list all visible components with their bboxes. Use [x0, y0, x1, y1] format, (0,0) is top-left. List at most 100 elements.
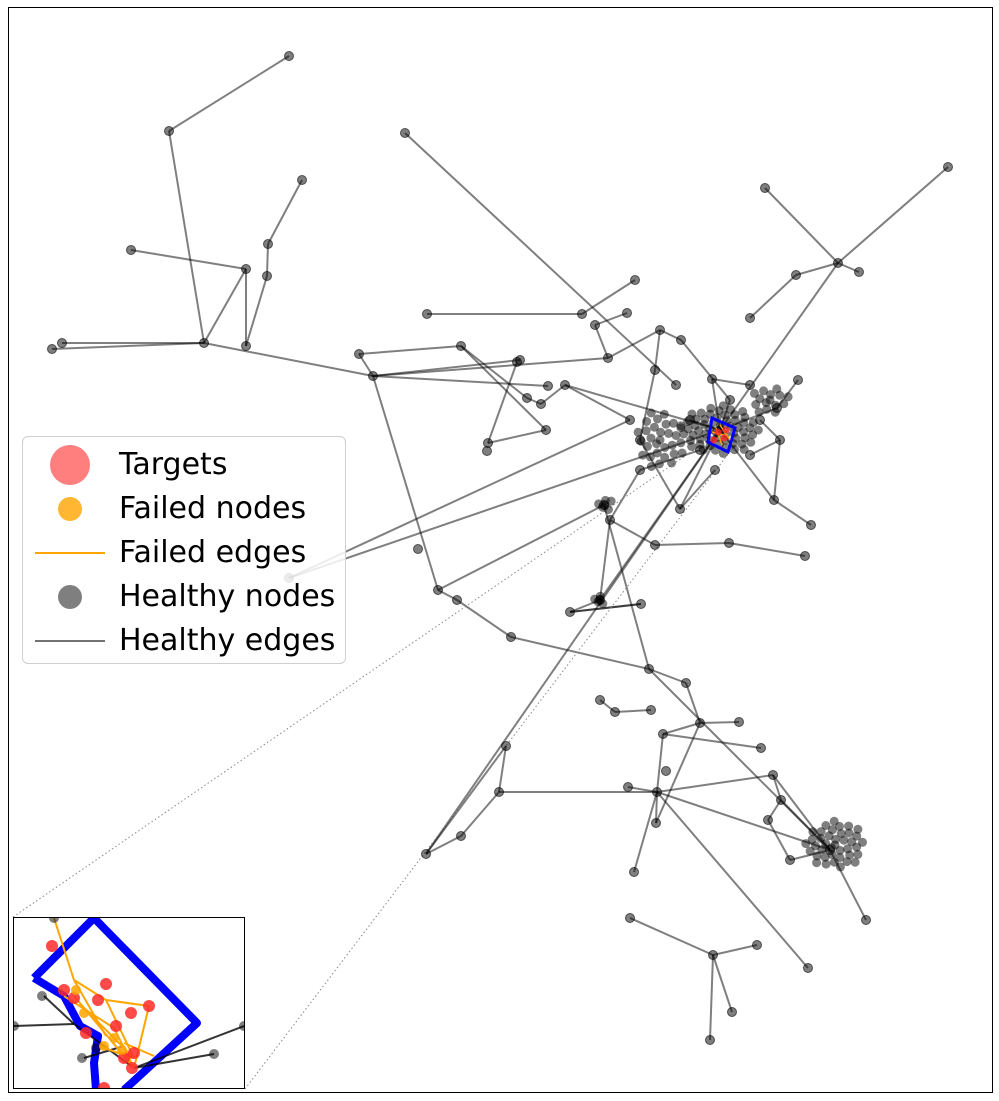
healthy-node — [641, 426, 651, 436]
healthy-edge — [656, 774, 774, 793]
healthy-node — [262, 271, 272, 281]
healthy-node — [808, 827, 818, 837]
healthy-edge — [609, 469, 641, 521]
healthy-node — [783, 392, 793, 402]
healthy-node — [746, 437, 756, 447]
inset-healthy-node — [239, 1021, 244, 1031]
healthy-edge — [680, 339, 731, 401]
healthy-node — [646, 433, 656, 443]
healthy-node — [650, 540, 660, 550]
healthy-edge — [728, 542, 806, 557]
healthy-edge — [168, 130, 205, 344]
zoom-connector-lines — [12, 431, 736, 1090]
healthy-node — [661, 419, 671, 429]
healthy-node — [725, 395, 735, 405]
failed-edge-line-icon — [35, 552, 105, 554]
boundary-outline — [706, 415, 737, 455]
legend-item-targets: Targets — [23, 443, 345, 487]
healthy-node — [536, 399, 546, 409]
healthy-node — [456, 831, 466, 841]
healthy-edge — [168, 55, 290, 132]
healthy-node — [776, 795, 786, 805]
inset-target-node — [92, 994, 104, 1006]
healthy-node — [577, 309, 587, 319]
legend-label-healthy-edges: Healthy edges — [119, 623, 336, 658]
healthy-node — [452, 595, 462, 605]
inset-failed-edge — [105, 999, 150, 1007]
healthy-node — [835, 845, 845, 855]
healthy-node — [669, 418, 678, 428]
healthy-node — [745, 313, 755, 323]
healthy-node — [655, 325, 665, 335]
healthy-edge — [719, 262, 839, 431]
target-node — [710, 436, 718, 444]
healthy-node — [800, 551, 810, 561]
inset-target-node — [118, 1052, 130, 1064]
healthy-node — [836, 829, 846, 839]
healthy-edge — [603, 504, 650, 670]
healthy-node — [541, 425, 551, 435]
healthy-node — [661, 766, 671, 776]
inset-failed-node — [71, 985, 81, 995]
healthy-node — [595, 695, 605, 705]
healthy-node — [793, 375, 803, 385]
healthy-edge — [456, 599, 512, 638]
healthy-edge — [569, 603, 642, 613]
healthy-node — [772, 384, 782, 394]
inset-healthy-node — [14, 1021, 19, 1031]
healthy-node — [705, 1035, 715, 1045]
healthy-node — [861, 915, 871, 925]
healthy-node — [681, 678, 691, 688]
healthy-edge — [648, 668, 687, 684]
healthy-node — [667, 458, 677, 468]
healthy-node — [649, 422, 659, 432]
healthy-edge — [358, 345, 462, 355]
healthy-node — [853, 824, 863, 834]
healthy-node — [821, 821, 831, 830]
healthy-node — [827, 825, 837, 835]
healthy-node — [769, 495, 779, 505]
healthy-node — [770, 407, 780, 417]
healthy-edge — [711, 378, 751, 386]
healthy-edge — [510, 636, 650, 670]
healthy-edge — [712, 944, 758, 956]
healthy-node — [667, 440, 677, 450]
healthy-edge — [540, 384, 566, 405]
healthy-node — [695, 718, 705, 728]
healthy-node — [760, 183, 770, 193]
healthy-edge — [372, 357, 609, 377]
healthy-node — [284, 51, 294, 61]
healthy-node — [766, 390, 776, 399]
healthy-node — [827, 849, 837, 859]
healthy-edge — [372, 375, 549, 387]
healthy-node — [718, 401, 728, 411]
healthy-node — [610, 707, 620, 717]
failed-node-marker-icon — [58, 497, 82, 521]
inset-failed-node — [79, 1008, 89, 1018]
healthy-node — [696, 408, 706, 418]
healthy-node — [676, 438, 686, 448]
healthy-node — [943, 162, 953, 172]
healthy-node — [263, 239, 273, 249]
plot-frame — [8, 7, 993, 1093]
healthy-node — [652, 787, 662, 797]
healthy-node — [625, 415, 635, 425]
legend-label-failed-nodes: Failed nodes — [119, 491, 307, 526]
healthy-node — [57, 338, 67, 348]
healthy-edge — [267, 179, 303, 245]
healthy-node — [844, 821, 854, 831]
healthy-edge — [203, 342, 374, 377]
inset-failed-node — [109, 1033, 119, 1043]
zoom-inset — [13, 917, 245, 1089]
healthy-node — [660, 452, 670, 462]
healthy-edge — [609, 519, 656, 546]
healthy-node — [812, 851, 822, 861]
inset-healthy-node — [209, 1049, 219, 1059]
healthy-node — [763, 815, 773, 825]
zoom-connector-line — [12, 431, 721, 918]
healthy-node — [623, 782, 633, 792]
healthy-node — [515, 355, 525, 365]
healthy-node — [676, 423, 686, 433]
healthy-edge — [679, 469, 716, 510]
